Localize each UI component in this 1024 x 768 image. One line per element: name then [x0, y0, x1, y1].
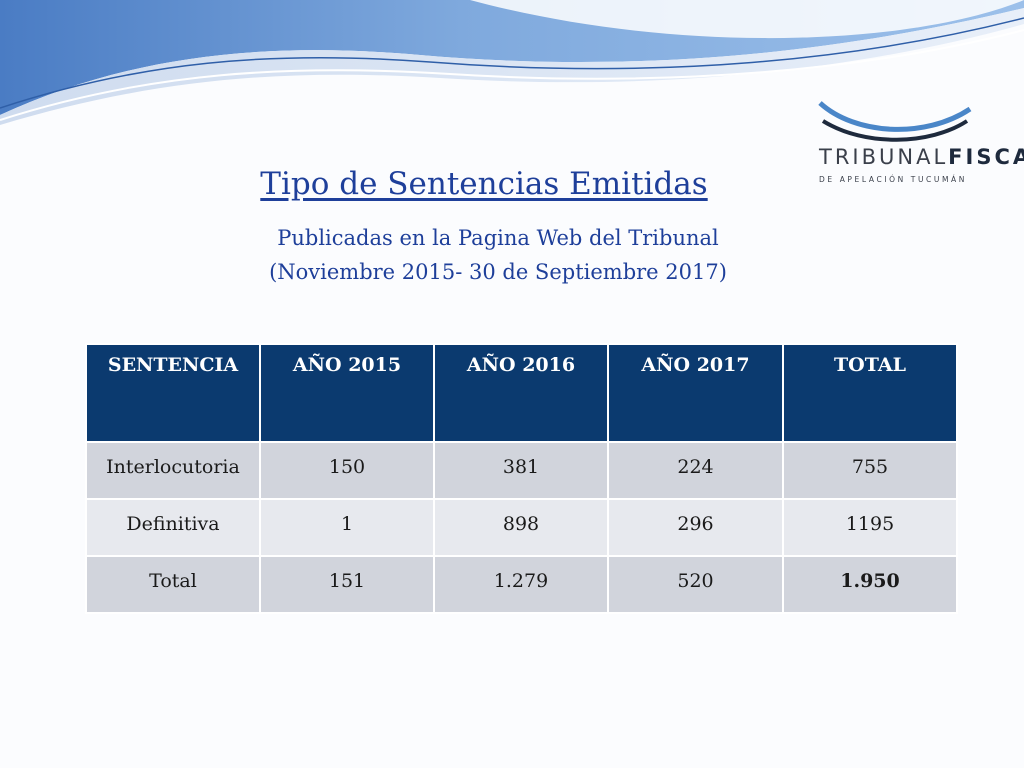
logo-wave-mark [818, 101, 972, 142]
table-cell: 381 [433, 441, 609, 500]
subtitle-line-2: (Noviembre 2015- 30 de Septiembre 2017) [269, 260, 727, 284]
table-cell: 1 [259, 498, 435, 557]
subtitle-line-1: Publicadas en la Pagina Web del Tribunal [277, 226, 719, 250]
table-cell: Interlocutoria [85, 441, 261, 500]
column-header-anio-2017: AÑO 2017 [607, 343, 784, 443]
table-cell: 755 [782, 441, 958, 500]
column-header-total: TOTAL [782, 343, 958, 443]
table-cell: Total [85, 555, 261, 614]
decorative-wave-banner [0, 0, 1024, 125]
tribunal-fiscal-logo: TRIBUNALFISCAL DE APELACIÓN TUCUMÁN [815, 95, 1024, 190]
table-cell: 1.279 [433, 555, 609, 614]
grand-total-cell: 1.950 [782, 555, 958, 614]
table-row: Total 151 1.279 520 1.950 [85, 555, 958, 614]
column-header-anio-2016: AÑO 2016 [433, 343, 609, 443]
sentencias-table: SENTENCIA AÑO 2015 AÑO 2016 AÑO 2017 TOT… [85, 343, 958, 614]
table-cell: 224 [607, 441, 784, 500]
table-cell: 898 [433, 498, 609, 557]
column-header-anio-2015: AÑO 2015 [259, 343, 435, 443]
table-row: Definitiva 1 898 296 1195 [85, 498, 958, 557]
table-header-row: SENTENCIA AÑO 2015 AÑO 2016 AÑO 2017 TOT… [85, 343, 958, 443]
table-cell: 520 [607, 555, 784, 614]
logo-subline: DE APELACIÓN TUCUMÁN [819, 175, 967, 184]
logo-word-part1: TRIBUNAL [819, 145, 949, 169]
page-title: Tipo de Sentencias Emitidas [260, 166, 708, 202]
logo-wordmark: TRIBUNALFISCAL [819, 147, 1024, 168]
table-cell: 296 [607, 498, 784, 557]
table-cell: Definitiva [85, 498, 261, 557]
table-row: Interlocutoria 150 381 224 755 [85, 441, 958, 500]
logo-word-part2: FISCAL [948, 145, 1024, 169]
table-cell: 150 [259, 441, 435, 500]
column-header-sentencia: SENTENCIA [85, 343, 261, 443]
table-cell: 1195 [782, 498, 958, 557]
table-cell: 151 [259, 555, 435, 614]
